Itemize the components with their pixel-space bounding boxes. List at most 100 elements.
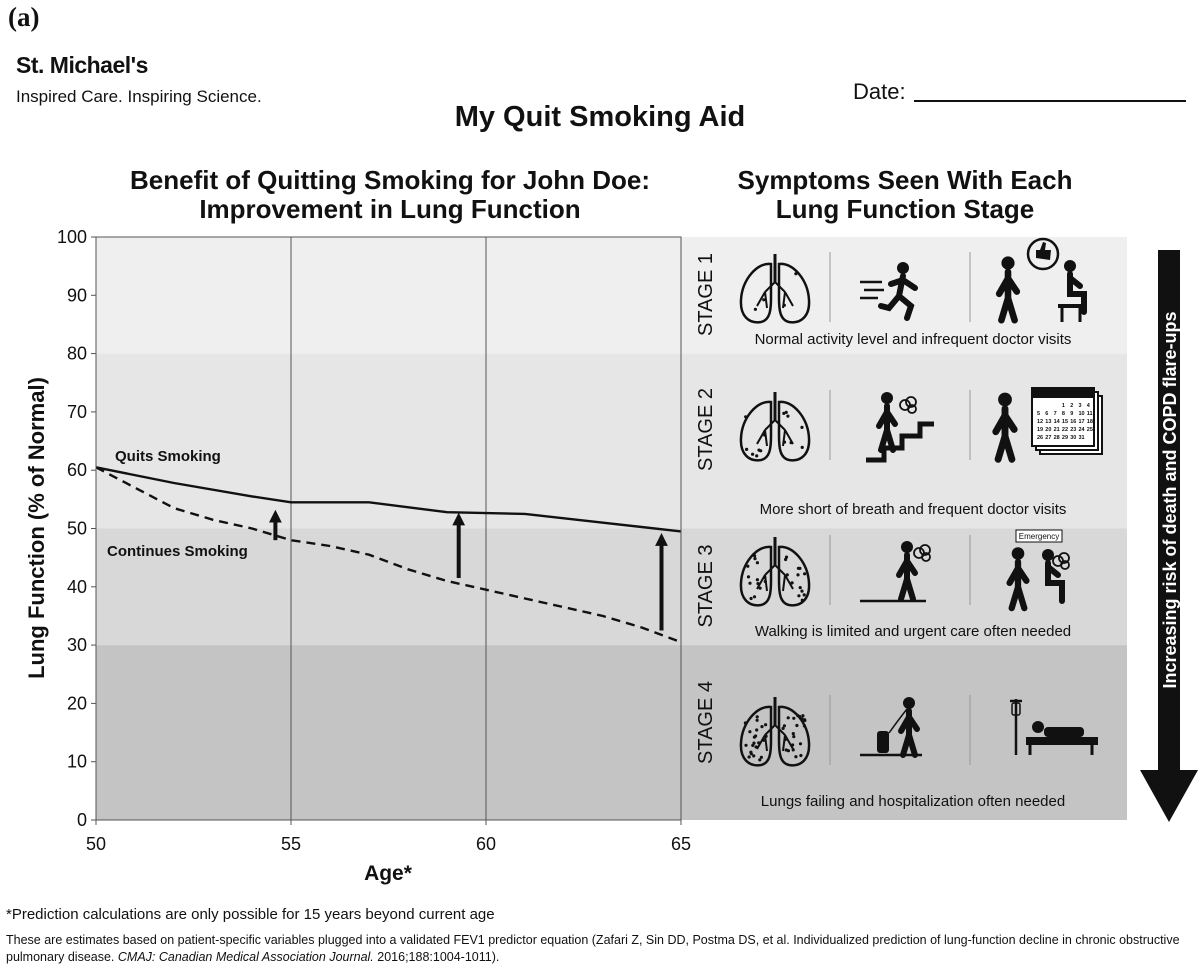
thumbs-up-icon	[1036, 242, 1051, 260]
lungs-icon	[739, 537, 811, 607]
calendar-day: 22	[1062, 427, 1068, 433]
lung-spot	[786, 414, 790, 418]
lung-spot	[800, 717, 804, 721]
body	[878, 273, 918, 321]
x-tick-label: 50	[86, 834, 106, 854]
thumbs-up-bubble	[1026, 237, 1060, 271]
head	[1064, 260, 1076, 272]
lung-spot	[803, 718, 807, 723]
body	[1045, 560, 1065, 604]
body	[1006, 558, 1030, 612]
calendar-day: 19	[1037, 427, 1043, 433]
running-person-icon	[878, 262, 918, 321]
stage-caption: Lungs failing and hospitalization often …	[761, 793, 1065, 810]
hospital-bed-icon	[1010, 699, 1098, 755]
lung-spot	[752, 754, 756, 758]
calendar-day: 10	[1079, 411, 1085, 417]
lung-spot	[786, 749, 790, 753]
calendar-day: 17	[1079, 419, 1085, 425]
series-label-continues: Continues Smoking	[107, 543, 248, 560]
y-tick-label: 60	[67, 460, 87, 480]
climbing-person-icon	[876, 392, 898, 453]
chart-title: Benefit of Quitting Smoking for John Doe…	[20, 166, 760, 224]
lung-spot	[746, 575, 751, 579]
head	[1001, 256, 1015, 270]
org-tagline: Inspired Care. Inspiring Science.	[16, 87, 262, 106]
lung-spot	[753, 557, 757, 561]
lung-spot	[784, 557, 788, 562]
calendar-day: 14	[1054, 419, 1061, 425]
breath-cloud-icon	[1052, 552, 1070, 570]
lung-spot	[790, 581, 794, 585]
stage-panel-3: STAGE 3 Walking is limited and urgent car…	[695, 529, 1071, 640]
lung-spot	[744, 415, 748, 419]
lung-spot	[751, 452, 755, 456]
lung-spot	[789, 441, 793, 445]
lung-spot	[800, 589, 804, 593]
x-tick-label: 60	[476, 834, 496, 854]
lung-spot	[798, 714, 802, 719]
calendar-day: 31	[1079, 435, 1085, 441]
calendar-day: 3	[1079, 403, 1082, 409]
calendar-day: 7	[1054, 411, 1057, 417]
y-tick-label: 50	[67, 519, 87, 539]
calendar-day: 16	[1070, 419, 1076, 425]
lung-spot	[782, 303, 786, 307]
lung-spot	[764, 723, 768, 727]
lung-spot	[762, 738, 766, 742]
lung-spot	[763, 579, 767, 584]
doctor-icon	[992, 392, 1018, 463]
lung-spot	[803, 572, 807, 576]
head	[881, 392, 893, 404]
lung-spot	[801, 714, 805, 718]
lung-spot	[752, 595, 757, 599]
y-tick-label: 100	[57, 227, 87, 247]
y-tick-label: 10	[67, 752, 87, 772]
body	[992, 405, 1018, 463]
lung-spot	[753, 554, 757, 558]
lung-spot	[763, 575, 767, 580]
stage-band-1	[96, 237, 1127, 354]
y-tick-label: 90	[67, 285, 87, 305]
lung-spot	[754, 734, 758, 738]
stool-seat	[1058, 304, 1084, 308]
lung-spot	[748, 730, 752, 734]
patient-head	[1032, 721, 1044, 733]
calendar-day: 27	[1045, 435, 1051, 441]
stage-band-3	[96, 528, 1127, 646]
lung-spot	[758, 758, 762, 762]
risk-arrow: Increasing risk of death and COPD flare-…	[1140, 250, 1198, 822]
stage-panel-1: STAGE 1 Normal activity level and infrequ…	[695, 237, 1087, 348]
lung-spot	[763, 433, 767, 437]
y-tick-label: 40	[67, 577, 87, 597]
body	[896, 552, 918, 602]
lungs-icon	[739, 697, 811, 767]
calendar-day: 6	[1045, 411, 1048, 417]
panel-label: (a)	[8, 2, 40, 32]
lung-spot	[757, 741, 761, 745]
footnote: *Prediction calculations are only possib…	[6, 906, 495, 923]
lung-spot	[781, 726, 785, 730]
lung-spot	[759, 755, 763, 759]
lung-spot	[792, 716, 796, 720]
symptoms-title: Symptoms Seen With Each Lung Function St…	[682, 166, 1128, 224]
lung-spot	[782, 411, 786, 415]
lung-spot	[783, 738, 787, 742]
head	[1042, 549, 1054, 561]
bronchi	[756, 419, 794, 447]
lung-spot	[756, 582, 760, 586]
lung-spot	[755, 561, 759, 565]
y-axis-label: Lung Function (% of Normal)	[24, 377, 49, 679]
head	[897, 262, 909, 274]
calendar-day: 21	[1054, 427, 1060, 433]
risk-arrow-label: Increasing risk of death and COPD flare-…	[1160, 311, 1180, 688]
lung-spot	[744, 743, 748, 747]
calendar-day: 29	[1062, 435, 1068, 441]
seated-patient-icon	[1042, 549, 1065, 604]
left-lung	[739, 545, 773, 607]
stool-legs	[1060, 308, 1082, 322]
lung-spot	[796, 566, 800, 570]
lung-spot	[748, 581, 752, 585]
calendar-day: 20	[1045, 427, 1051, 433]
